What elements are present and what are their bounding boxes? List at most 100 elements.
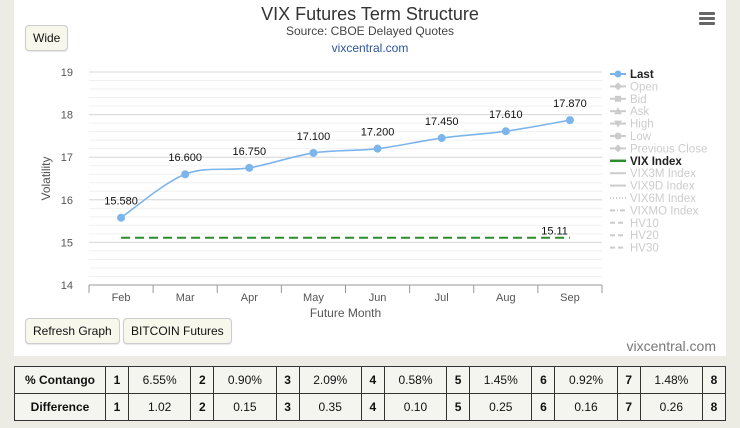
value-cell: 0.16 — [554, 393, 618, 421]
row-label: % Contango — [14, 366, 106, 394]
y-tick-label: 19 — [61, 67, 73, 79]
x-tick-label: Apr — [241, 292, 258, 304]
month-index-cell: 1 — [105, 393, 129, 421]
legend-marker-circle — [614, 132, 622, 140]
legend-item-label[interactable]: Ask — [630, 106, 649, 118]
legend-marker-triangle-down — [614, 120, 622, 128]
value-cell: 0.35 — [298, 393, 362, 421]
y-tick-label: 18 — [61, 110, 73, 122]
last-data-label: 16.750 — [232, 146, 266, 158]
last-data-point — [117, 213, 126, 222]
chart-subtitle: Source: CBOE Delayed Quotes — [285, 24, 455, 38]
month-index-cell: 3 — [275, 393, 300, 421]
month-index-cell: 5 — [446, 393, 471, 421]
last-data-label: 17.610 — [489, 109, 523, 121]
last-data-point — [373, 144, 382, 153]
legend-item-label[interactable]: HV30 — [630, 243, 659, 255]
legend-item-label[interactable]: VIX3M Index — [630, 168, 696, 180]
legend-item-label[interactable]: VIX6M Index — [630, 193, 696, 205]
x-tick-label: Aug — [496, 292, 516, 304]
legend-item-label[interactable]: Bid — [630, 94, 647, 106]
month-index-cell: 8 — [702, 393, 726, 421]
month-index-cell: 7 — [616, 366, 641, 394]
legend-item-label[interactable]: Last — [630, 69, 654, 81]
last-data-point — [565, 116, 574, 125]
bitcoin-futures-button[interactable]: BITCOIN Futures — [123, 318, 232, 344]
chart-panel: VIX Futures Term Structure Source: CBOE … — [14, 0, 726, 356]
legend-item-label[interactable]: HV10 — [630, 218, 659, 230]
value-cell: 6.55% — [127, 366, 192, 394]
stats-table: % Contango 1 6.55% 2 0.90% 3 2.09% 4 0.58% 5 1.45%… — [14, 366, 726, 421]
legend-item-label[interactable]: HV20 — [630, 230, 659, 242]
value-cell: 1.02 — [127, 393, 192, 421]
chart-svg: 14 15 16 17 18 19 Feb Mar Apr May Jun Jul Aug Sep Futu… — [39, 67, 707, 320]
legend-marker-square — [615, 95, 621, 102]
y-tick-label: 15 — [61, 237, 73, 249]
refresh-graph-button[interactable]: Refresh Graph — [25, 318, 120, 344]
x-tick-label: Jul — [435, 292, 449, 304]
row-label: Difference — [14, 393, 106, 421]
x-axis-title: Future Month — [310, 306, 381, 320]
value-cell: 1.45% — [469, 366, 533, 394]
last-data-label: 17.100 — [297, 131, 331, 143]
month-index-cell: 1 — [105, 366, 129, 394]
legend-item-label[interactable]: Previous Close — [630, 143, 707, 155]
month-index-cell: 4 — [360, 366, 385, 394]
legend-item-label[interactable]: VIXMO Index — [630, 205, 699, 217]
y-tick-label: 17 — [61, 152, 73, 164]
value-cell: 0.58% — [383, 366, 448, 394]
legend-item-label[interactable]: VIX9D Index — [630, 181, 695, 193]
value-cell: 0.26 — [639, 393, 704, 421]
y-tick-label: 14 — [61, 280, 73, 292]
x-tick-label: Mar — [176, 292, 195, 304]
last-data-label: 17.450 — [425, 116, 459, 128]
last-series-line — [120, 119, 571, 219]
credit-link[interactable]: vixcentral.com — [626, 338, 716, 354]
month-index-cell: 8 — [702, 366, 726, 394]
table-row: Difference 1 1.02 2 0.15 3 0.35 4 0.10 5 0.25 6 0.16… — [14, 393, 726, 421]
last-data-point — [501, 127, 510, 136]
legend-item-label[interactable]: High — [630, 119, 654, 131]
value-cell: 0.25 — [469, 393, 533, 421]
month-index-cell: 5 — [446, 366, 471, 394]
value-cell: 0.90% — [213, 366, 277, 394]
month-index-cell: 7 — [616, 393, 641, 421]
last-data-point — [437, 134, 446, 143]
last-data-point — [245, 163, 254, 172]
legend-marker-triangle — [614, 107, 622, 115]
legend-marker-diamond — [614, 82, 622, 91]
hamburger-menu-icon[interactable] — [699, 12, 715, 26]
last-data-label: 17.870 — [553, 98, 587, 110]
value-cell: 1.48% — [639, 366, 704, 394]
legend-item-label[interactable]: Low — [630, 131, 652, 143]
month-index-cell: 6 — [531, 366, 556, 394]
x-tick-label: Feb — [112, 292, 131, 304]
month-index-cell: 6 — [531, 393, 556, 421]
last-data-label: 17.200 — [361, 127, 395, 139]
wide-button[interactable]: Wide — [25, 25, 69, 51]
last-data-label: 15.580 — [104, 196, 138, 208]
month-index-cell: 4 — [360, 393, 385, 421]
chart-title: VIX Futures Term Structure — [261, 4, 479, 24]
month-index-cell: 2 — [190, 366, 215, 394]
value-cell: 0.10 — [383, 393, 448, 421]
value-cell: 0.15 — [213, 393, 277, 421]
vix-index-label: 15.11 — [541, 226, 568, 238]
y-axis-title: Volatility — [39, 156, 53, 200]
y-tick-label: 16 — [61, 195, 73, 207]
x-tick-label: May — [303, 292, 324, 304]
x-tick-label: Jun — [369, 292, 387, 304]
last-data-point — [181, 170, 190, 179]
last-data-point — [309, 148, 318, 157]
table-row: % Contango 1 6.55% 2 0.90% 3 2.09% 4 0.58% 5 1.45%… — [14, 366, 726, 394]
x-tick-label: Sep — [560, 292, 580, 304]
month-index-cell: 3 — [275, 366, 300, 394]
value-cell: 2.09% — [298, 366, 362, 394]
site-link[interactable]: vixcentral.com — [331, 41, 409, 55]
value-cell: 0.92% — [554, 366, 618, 394]
legend-item-label[interactable]: VIX Index — [630, 156, 682, 168]
month-index-cell: 2 — [190, 393, 215, 421]
legend-item-label[interactable]: Open — [630, 81, 658, 93]
last-data-label: 16.600 — [168, 152, 202, 164]
legend-marker-diamond — [614, 144, 622, 153]
